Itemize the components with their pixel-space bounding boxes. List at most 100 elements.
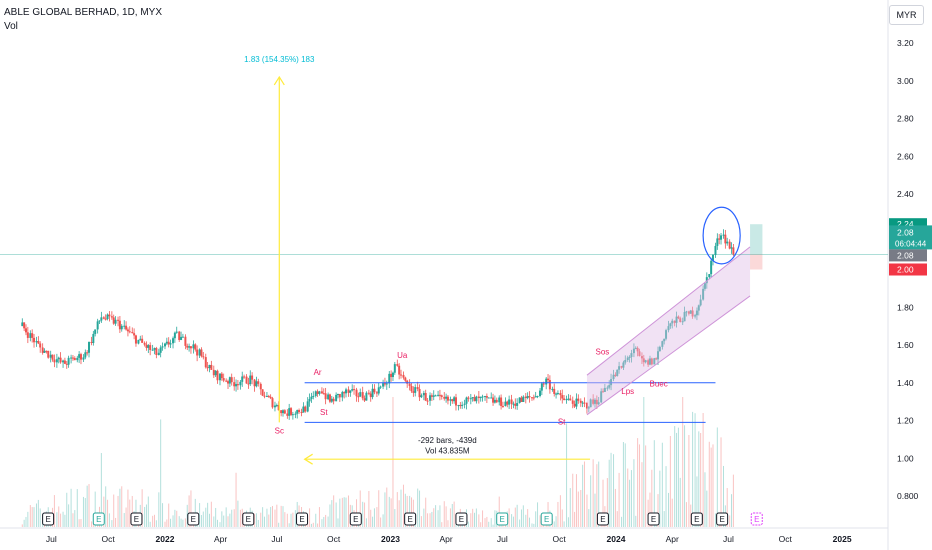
candle-body: [76, 357, 79, 361]
candle-body: [230, 377, 233, 383]
candle-body: [469, 398, 472, 400]
candle-body: [393, 364, 396, 373]
candle-body: [67, 357, 70, 365]
candle-body: [41, 347, 44, 353]
volume-bar: [276, 504, 278, 527]
candle-body: [82, 357, 85, 360]
candle-body: [273, 405, 276, 408]
candle-body: [269, 396, 272, 399]
candle-body: [440, 395, 443, 397]
volume-bar: [577, 491, 579, 527]
candle-body: [247, 383, 250, 385]
candle-body: [528, 396, 531, 398]
currency-button[interactable]: MYR: [889, 5, 924, 25]
candle-body: [548, 380, 551, 390]
candle-body: [490, 397, 493, 399]
candle-body: [141, 338, 144, 343]
volume-bar: [580, 490, 582, 527]
volume-bar: [614, 488, 616, 527]
volume-indicator-label[interactable]: Vol: [4, 21, 18, 32]
range-arrow-head: [303, 453, 313, 465]
volume-bar: [514, 507, 516, 527]
candle-body: [283, 410, 286, 414]
volume-bar: [113, 494, 115, 527]
candle-body: [235, 384, 238, 387]
time-axis-label: Apr: [214, 534, 227, 544]
volume-bar: [467, 521, 469, 527]
volume-bar: [329, 504, 331, 527]
earnings-event-marker[interactable]: [349, 512, 362, 526]
candle-body: [147, 345, 150, 348]
wyckoff-label: Ar: [314, 368, 322, 377]
volume-bar: [125, 507, 127, 527]
candle-body: [484, 396, 487, 398]
candle-body: [327, 394, 330, 400]
volume-bar: [145, 504, 147, 527]
candle-body: [589, 399, 592, 408]
earnings-event-marker[interactable]: [404, 512, 417, 526]
candle-body: [275, 405, 278, 407]
volume-bar: [35, 503, 37, 527]
earnings-event-marker[interactable]: [187, 512, 200, 526]
volume-bar: [447, 520, 449, 527]
candle-body: [379, 386, 382, 388]
candle-body: [669, 323, 672, 327]
earnings-event-marker[interactable]: [455, 512, 468, 526]
volume-bar: [445, 506, 447, 527]
candle-body: [371, 388, 374, 398]
volume-bar: [339, 498, 341, 527]
earnings-event-marker[interactable]: [242, 512, 255, 526]
candle-body: [155, 348, 158, 355]
earnings-event-marker[interactable]: [42, 512, 55, 526]
candle-body: [454, 397, 457, 406]
volume-bar: [341, 497, 343, 527]
volume-bar: [663, 511, 665, 527]
candle-body: [271, 398, 274, 408]
volume-bar: [643, 397, 645, 527]
volume-bar: [182, 519, 184, 527]
volume-bar: [588, 509, 590, 527]
candle-body: [125, 325, 128, 330]
candle-body: [636, 347, 639, 352]
earnings-event-marker[interactable]: [647, 512, 660, 526]
earnings-event-marker[interactable]: [92, 512, 105, 526]
volume-bar: [566, 423, 568, 527]
candle-body: [302, 406, 305, 413]
volume-bar: [58, 506, 60, 527]
earnings-event-marker[interactable]: [596, 512, 609, 526]
candle-body: [710, 260, 713, 275]
volume-bar: [70, 488, 72, 527]
candle-body: [377, 387, 380, 394]
earnings-event-marker[interactable]: [540, 512, 553, 526]
earnings-event-marker[interactable]: [496, 512, 509, 526]
candle-body: [634, 347, 637, 349]
volume-bar: [153, 514, 155, 527]
candle-body: [536, 396, 539, 398]
candle-body: [457, 405, 460, 407]
candle-body: [243, 376, 246, 378]
volume-bar: [202, 511, 204, 527]
wyckoff-label: Lps: [621, 387, 634, 396]
volume-bar: [144, 506, 146, 527]
earnings-event-marker[interactable]: [130, 512, 143, 526]
earnings-event-marker[interactable]: [716, 512, 729, 526]
price-axis-label: 1.00: [897, 453, 914, 463]
volume-bar: [404, 493, 406, 527]
candle-body: [396, 364, 399, 366]
volume-bar: [235, 472, 237, 527]
volume-bar: [376, 507, 378, 527]
volume-bar: [616, 511, 618, 527]
candle-body: [151, 349, 154, 351]
volume-bar: [318, 507, 320, 527]
volume-bar: [225, 507, 227, 527]
candle-body: [206, 367, 209, 369]
earnings-event-marker[interactable]: [690, 512, 703, 526]
volume-bar: [23, 519, 25, 527]
candle-body: [365, 392, 368, 401]
volume-bar: [710, 447, 712, 527]
earnings-event-marker[interactable]: [750, 512, 763, 526]
earnings-event-marker[interactable]: [296, 512, 309, 526]
candle-body: [595, 399, 598, 405]
volume-bar: [482, 510, 484, 527]
